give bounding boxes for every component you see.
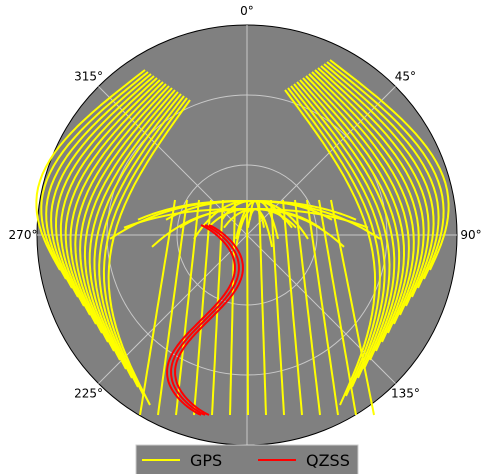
gps-track-down-59 (330, 199, 375, 416)
gps-track-down-57 (306, 199, 339, 416)
gps-track-left-4 (55, 77, 158, 307)
legend-label-gps: GPS (190, 451, 222, 470)
gps-track-left-7 (69, 83, 167, 334)
gps-track-right-22 (311, 71, 420, 325)
gps-track-down-52 (246, 199, 249, 416)
gps-track-right-26 (299, 79, 401, 361)
gps-track-left-3 (50, 75, 155, 298)
gps-track-left-1 (40, 71, 149, 280)
gps-track-left-2 (45, 73, 152, 289)
gps-track-left-0 (35, 69, 146, 271)
gps-track-right-27 (296, 81, 396, 370)
gps-track-down-55 (282, 199, 303, 416)
theta-tick-label-90: 90° (460, 228, 481, 242)
theta-tick-labels: 0° 45° 90° 135° 225° 270° 315° (9, 4, 482, 400)
gps-track-left-6 (64, 81, 164, 325)
series-gps (35, 59, 450, 416)
gps-track-left-11 (88, 91, 179, 370)
theta-tick-label-0: 0° (240, 4, 254, 18)
gps-track-left-8 (74, 85, 170, 343)
theta-tick-label-45: 45° (395, 70, 416, 84)
gps-track-right-23 (308, 73, 415, 334)
qzss-track-1 (174, 224, 244, 416)
gps-track-down-47 (157, 199, 188, 416)
gps-track-right-25 (302, 77, 405, 352)
gps-track-down-51 (229, 199, 236, 416)
gps-track-down-54 (270, 199, 285, 416)
gps-track-left-12 (93, 93, 182, 379)
legend: GPS QZSS (135, 444, 359, 474)
gps-track-left-5 (59, 79, 161, 316)
gps-track-right-19 (320, 65, 435, 298)
gps-track-right-21 (314, 69, 425, 316)
gps-track-right-31 (284, 89, 377, 406)
gps-track-down-53 (258, 199, 267, 416)
gps-track-right-30 (287, 87, 381, 397)
legend-label-qzss: QZSS (306, 451, 350, 470)
gps-track-right-24 (305, 75, 410, 343)
gps-track-right-20 (317, 67, 430, 307)
series-qzss (166, 224, 244, 416)
qzss-track-2 (166, 224, 236, 416)
gps-track-down-46 (139, 199, 176, 416)
theta-tick-label-315: 315° (74, 70, 103, 84)
gps-track-left-15 (107, 99, 191, 406)
gps-track-right-17 (326, 61, 445, 280)
gps-track-left-13 (98, 95, 185, 388)
theta-tick-label-225: 225° (74, 386, 103, 400)
theta-tick-label-135: 135° (391, 386, 420, 400)
gps-track-right-28 (293, 83, 391, 379)
gps-track-right-18 (323, 63, 440, 289)
theta-tick-label-270: 270° (9, 228, 38, 242)
qzss-track-0 (170, 224, 240, 416)
gps-track-down-58 (318, 199, 357, 416)
gps-track-left-10 (83, 89, 176, 361)
gps-track-down-56 (294, 199, 321, 416)
gps-track-left-9 (79, 87, 173, 352)
gps-track-down-48 (175, 199, 200, 416)
gps-track-down-49 (193, 199, 212, 416)
gps-track-right-29 (290, 85, 386, 388)
gps-track-right-16 (329, 59, 450, 271)
gps-track-left-14 (102, 97, 188, 397)
